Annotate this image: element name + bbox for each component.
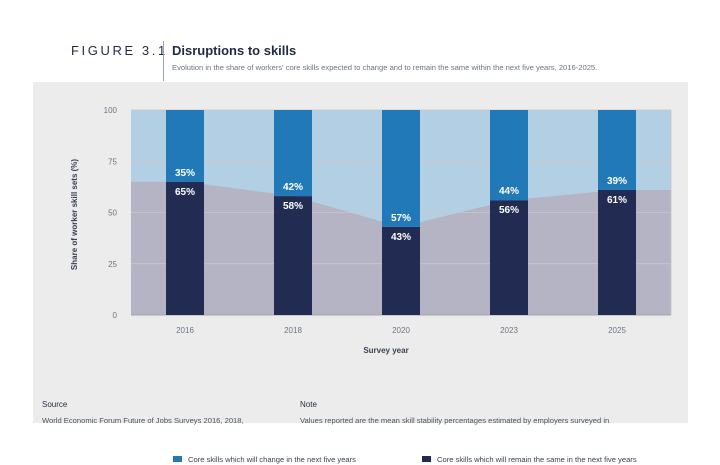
figure-subtitle: Evolution in the share of workers' core … (172, 63, 598, 72)
data-label-change: 39% (607, 176, 627, 187)
data-label-same: 65% (175, 187, 195, 198)
legend-label-same: Core skills which will remain the same i… (437, 454, 637, 464)
stacked-bar-chart: 0 25 50 75 100 35% 65% 2016 42% 58% 2018 57% 43% 2020… (70, 106, 672, 355)
x-tick-label: 2025 (608, 326, 626, 335)
x-tick-label: 2020 (392, 326, 410, 335)
y-tick-label: 75 (108, 157, 117, 166)
data-label-change: 35% (175, 168, 195, 179)
x-tick-label: 2023 (500, 326, 518, 335)
chart-panel: 0 25 50 75 100 35% 65% 2016 42% 58% 2018 57% 43% 2020… (33, 82, 688, 464)
x-tick-label: 2018 (284, 326, 302, 335)
x-tick-label: 2016 (176, 326, 194, 335)
note-text: Values reported are the mean skill stabi… (300, 416, 610, 425)
legend-item-change: Core skills which will change in the nex… (173, 453, 356, 465)
data-label-same: 56% (499, 205, 519, 216)
bar-same-2020 (382, 226, 420, 315)
y-tick-label: 50 (108, 209, 117, 218)
note-heading: Note (300, 400, 317, 409)
figure-header: FIGURE 3.1 Disruptions to skills Evoluti… (0, 0, 720, 82)
x-axis-title: Survey year (363, 346, 408, 355)
bar-change-2020 (382, 110, 420, 227)
figure-title: Disruptions to skills (172, 43, 297, 58)
data-label-same: 43% (391, 232, 411, 243)
source-heading: Source (42, 400, 68, 409)
bar-same-2023 (490, 200, 528, 315)
bar-change-2018 (274, 110, 312, 197)
legend-swatch-same (422, 456, 431, 462)
data-label-change: 42% (283, 182, 303, 193)
figure-label: FIGURE 3.1 (71, 43, 168, 58)
source-text: World Economic Forum Future of Jobs Surv… (42, 416, 244, 425)
y-tick-label: 100 (104, 106, 118, 115)
bar-same-2025 (598, 189, 636, 315)
data-label-change: 44% (499, 186, 519, 197)
bar-change-2023 (490, 110, 528, 201)
y-tick-label: 25 (108, 260, 117, 269)
bar-change-2016 (166, 110, 204, 182)
data-label-change: 57% (391, 213, 411, 224)
bar-same-2018 (274, 196, 312, 315)
data-label-same: 58% (283, 201, 303, 212)
legend-item-same: Core skills which will remain the same i… (422, 453, 637, 465)
data-label-same: 61% (607, 195, 627, 206)
y-tick-label: 0 (113, 311, 118, 320)
bar-change-2025 (598, 110, 636, 190)
legend-swatch-change (173, 456, 182, 462)
bar-same-2016 (166, 181, 204, 315)
header-divider (163, 41, 164, 81)
legend-label-change: Core skills which will change in the nex… (188, 454, 356, 464)
y-axis-title: Share of worker skill sets (%) (70, 159, 79, 270)
